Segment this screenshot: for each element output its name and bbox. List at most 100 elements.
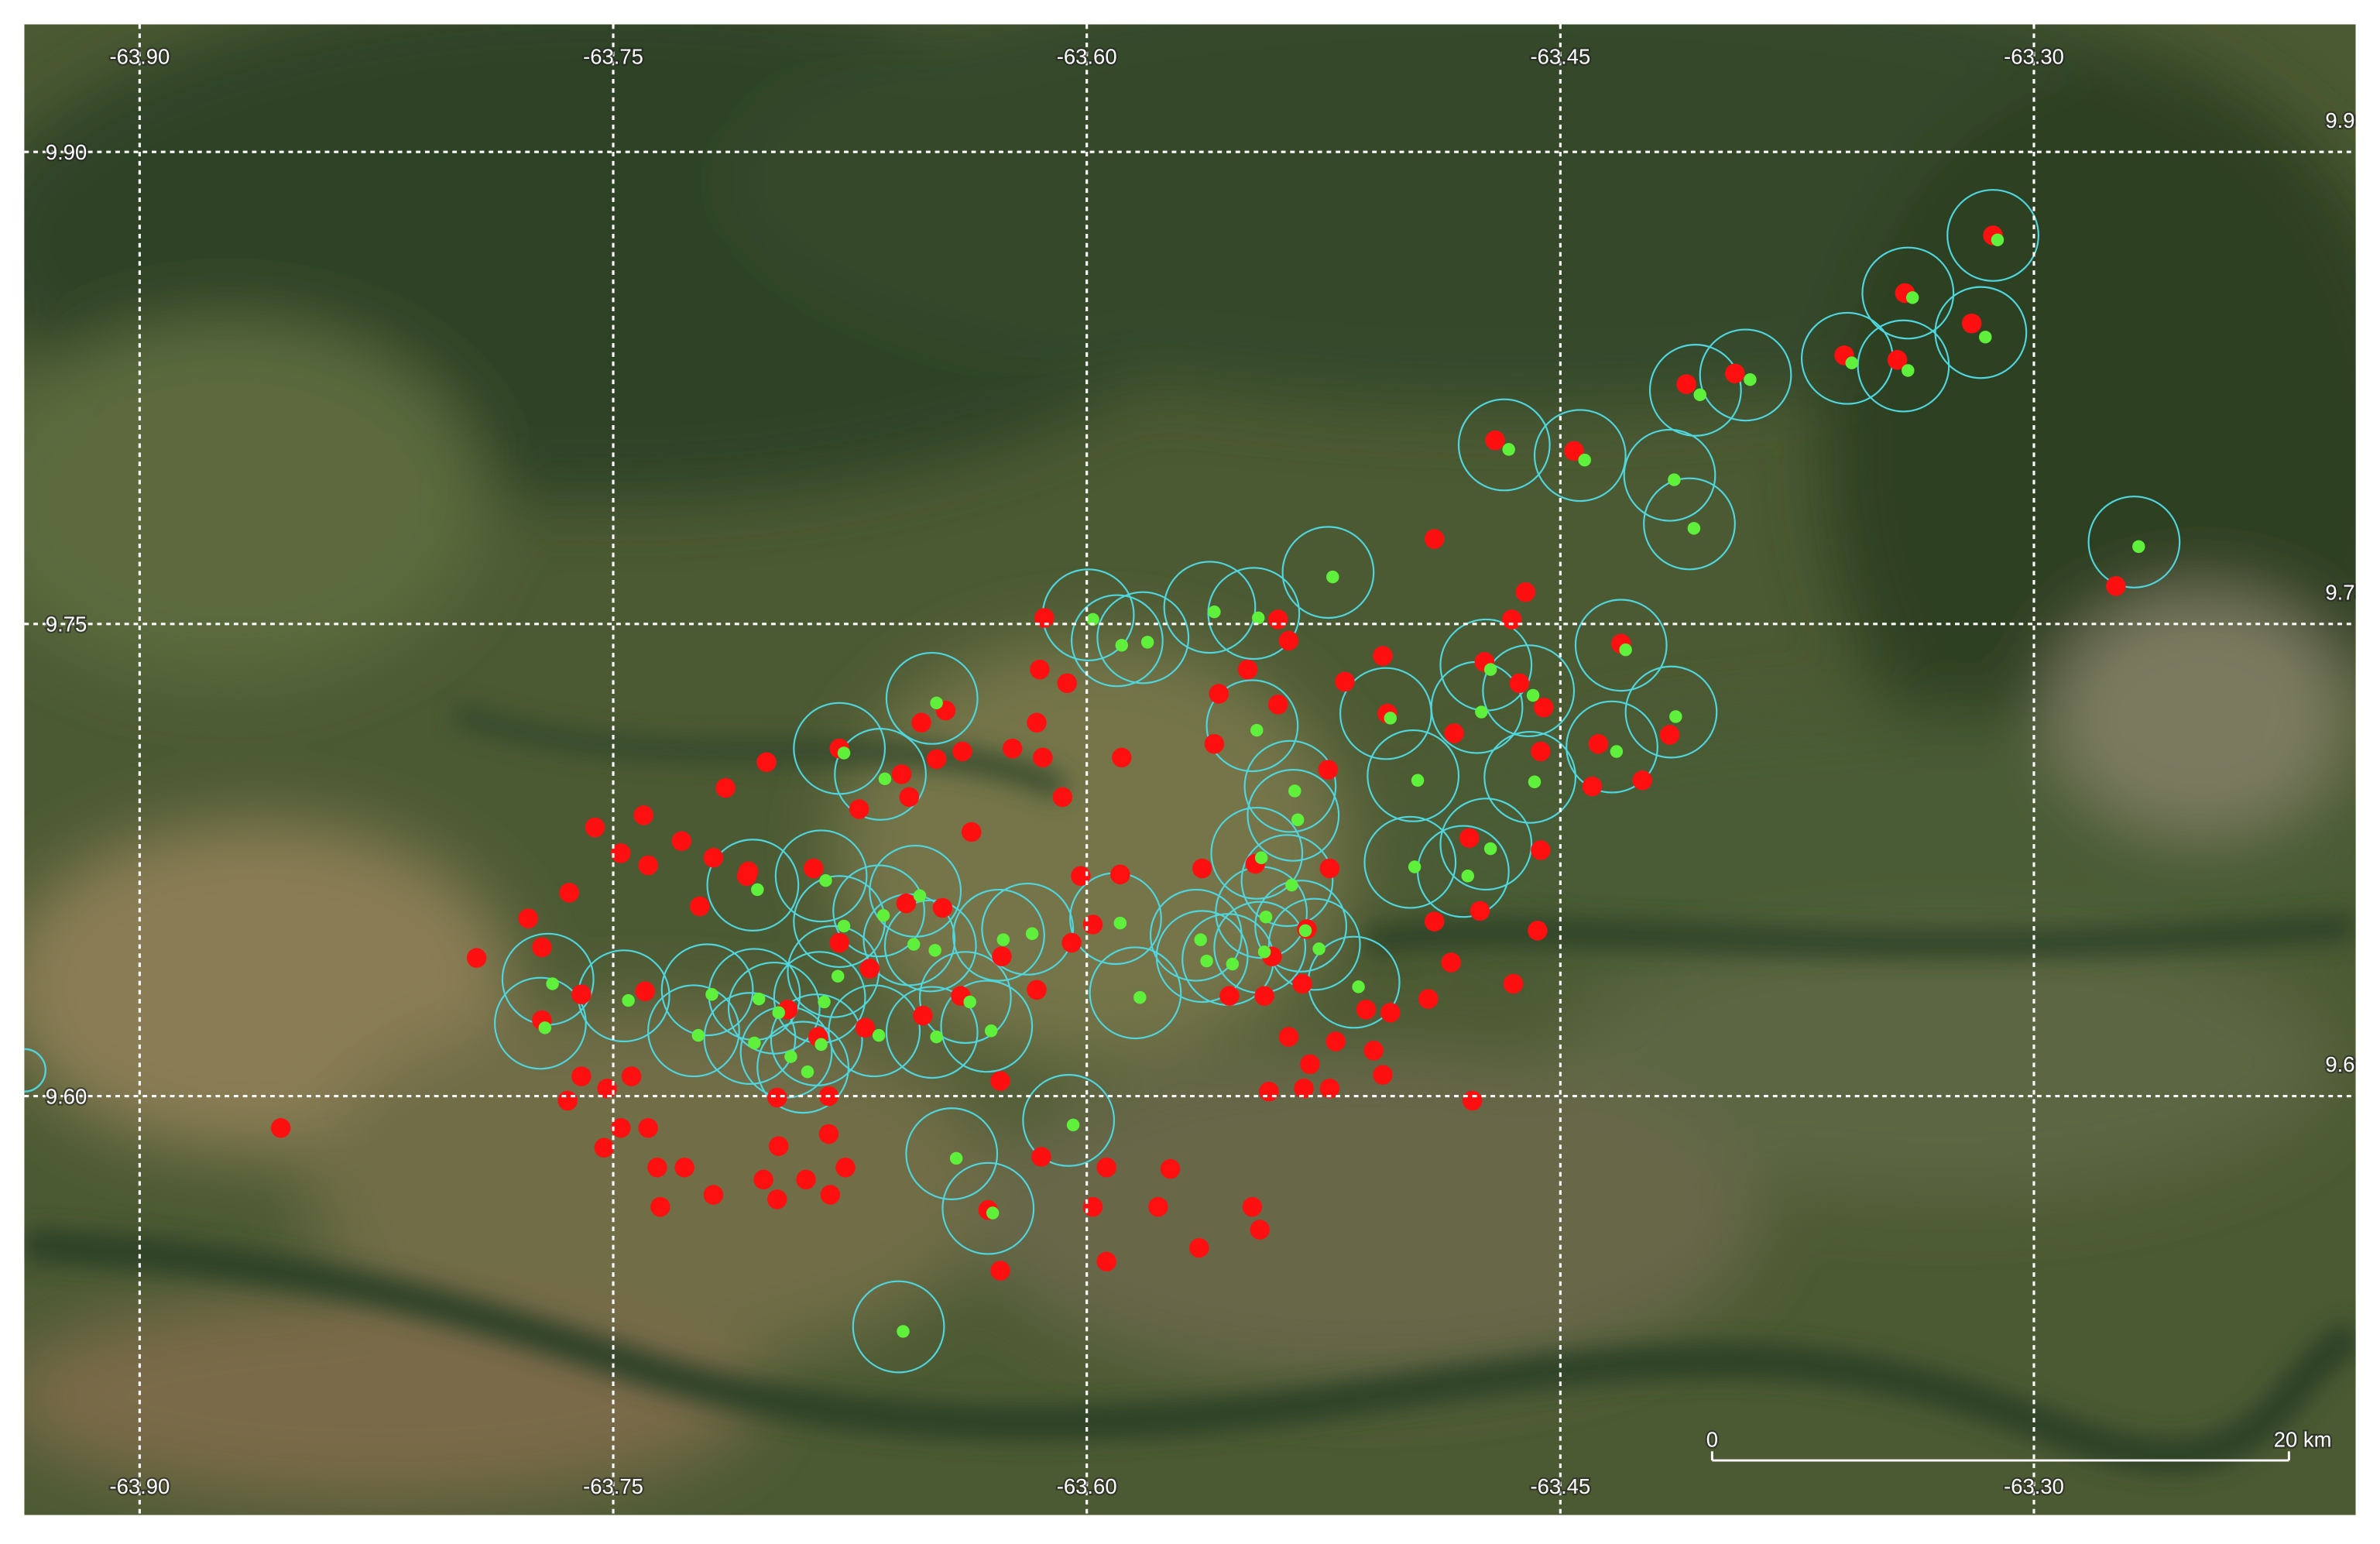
red-point — [1582, 776, 1603, 797]
red-point — [638, 855, 658, 876]
cell — [647, 984, 740, 1078]
green-point — [1208, 605, 1221, 619]
green-point — [1905, 291, 1919, 304]
green-point — [831, 969, 845, 983]
cell — [1946, 189, 2039, 282]
red-point — [820, 1185, 841, 1205]
longitude-label: -63.45 — [1530, 1474, 1590, 1498]
green-point — [1257, 945, 1271, 959]
scale-start: 0 — [1706, 1427, 1718, 1451]
scale-end: 20 km — [2274, 1427, 2332, 1451]
green-point — [818, 995, 831, 1009]
green-point — [705, 987, 718, 1001]
red-point — [1030, 659, 1050, 680]
red-point — [1528, 921, 1548, 941]
red-point — [1485, 430, 1505, 451]
green-point — [1461, 870, 1474, 883]
red-point — [633, 805, 653, 825]
cell — [832, 864, 925, 958]
green-point — [748, 1036, 761, 1050]
cell — [706, 839, 800, 932]
red-point — [767, 1087, 787, 1108]
scale-bar: 0 20 km — [1705, 1426, 2334, 1462]
cell — [1247, 768, 1340, 862]
red-point — [1515, 582, 1536, 602]
green-point — [538, 1021, 552, 1034]
cell — [727, 961, 821, 1055]
green-point — [1288, 784, 1301, 798]
cell — [774, 829, 868, 923]
red-point — [1424, 529, 1445, 549]
green-point — [1312, 942, 1325, 956]
red-point — [1278, 630, 1299, 651]
red-point — [1676, 374, 1696, 394]
red-point — [1112, 747, 1132, 768]
cell — [952, 888, 1045, 982]
cell — [1439, 798, 1533, 891]
red-point — [1373, 646, 1393, 666]
cell — [1643, 477, 1736, 571]
green-point — [1744, 372, 1757, 386]
red-point — [1961, 313, 1982, 334]
cell — [1574, 599, 1668, 692]
red-point — [1335, 671, 1355, 692]
green-point — [986, 1206, 1000, 1220]
green-points — [538, 233, 2145, 1338]
green-point — [1610, 745, 1624, 758]
red-point — [1534, 697, 1554, 718]
cell — [883, 899, 977, 993]
red-point — [768, 1136, 789, 1156]
red-point — [1052, 787, 1073, 808]
red-point — [1242, 1196, 1263, 1217]
red-point — [1300, 1054, 1320, 1075]
green-point — [1254, 851, 1268, 864]
longitude-label: -63.30 — [2004, 44, 2064, 68]
red-point — [1459, 828, 1480, 849]
red-point — [1057, 673, 1077, 694]
green-point — [622, 993, 635, 1007]
green-point — [1251, 611, 1265, 625]
latitude-label: 9.90 — [46, 140, 87, 164]
red-point — [594, 1137, 615, 1158]
red-point — [1531, 840, 1551, 860]
red-point — [1424, 911, 1445, 932]
red-point — [952, 741, 972, 762]
red-point — [559, 883, 579, 903]
green-point — [1025, 927, 1039, 941]
cell — [1240, 834, 1334, 928]
red-point — [532, 937, 552, 958]
red-point — [1209, 684, 1229, 704]
cell — [1281, 526, 1375, 619]
green-point — [1066, 1118, 1080, 1132]
red-point — [829, 932, 849, 953]
red-point — [992, 946, 1012, 966]
red-point — [1380, 1002, 1401, 1023]
green-point — [1693, 388, 1706, 402]
green-point — [872, 1028, 886, 1042]
cell — [1254, 880, 1348, 973]
red-point — [671, 831, 691, 851]
latitude-label: 9.75 — [2325, 580, 2366, 604]
red-point — [1148, 1196, 1168, 1217]
red-point — [571, 984, 592, 1004]
red-point — [1725, 363, 1745, 384]
longitude-label: -63.45 — [1530, 44, 1590, 68]
green-point — [1250, 723, 1264, 737]
green-point — [1475, 705, 1488, 719]
red-point — [1278, 1027, 1299, 1047]
red-point — [1469, 901, 1490, 921]
green-point — [1483, 663, 1497, 676]
red-point — [1027, 980, 1047, 1000]
green-point — [930, 1030, 943, 1044]
red-point — [1531, 741, 1551, 762]
latitude-label: 9.60 — [46, 1084, 87, 1108]
green-point — [819, 873, 832, 887]
longitude-label: -63.75 — [583, 44, 643, 68]
cell — [1155, 910, 1249, 1004]
cell — [1482, 644, 1576, 738]
green-point — [1619, 643, 1632, 657]
cell — [1699, 328, 1792, 422]
cell — [828, 984, 921, 1078]
